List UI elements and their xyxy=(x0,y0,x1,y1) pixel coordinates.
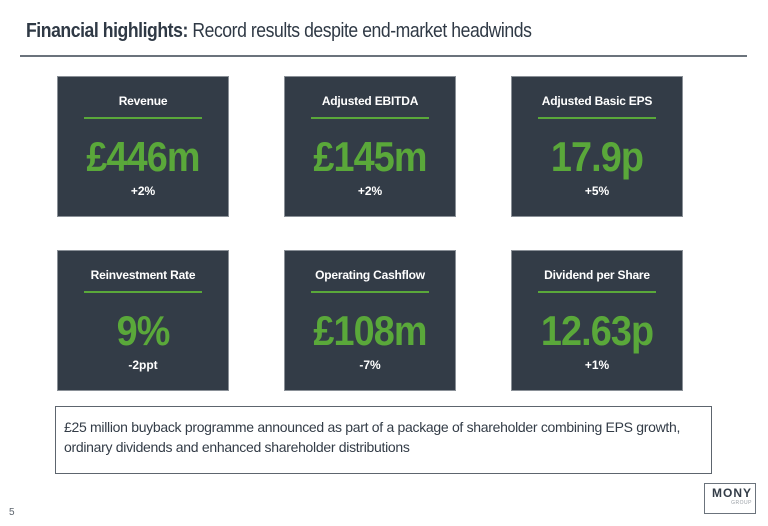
kpi-value: £108m xyxy=(313,307,427,354)
buyback-note: £25 million buyback programme announced … xyxy=(55,406,712,474)
kpi-label: Reinvestment Rate xyxy=(90,268,196,282)
page-title: Financial highlights: Record results des… xyxy=(26,20,532,43)
kpi-change: +2% xyxy=(130,184,156,198)
logo-subtitle: GROUP xyxy=(731,500,752,506)
kpi-label: Adjusted Basic EPS xyxy=(541,94,653,108)
title-divider xyxy=(20,55,747,57)
kpi-change: +5% xyxy=(584,184,610,198)
kpi-card-adjusted-basic-eps: Adjusted Basic EPS 17.9p +5% xyxy=(511,76,683,217)
kpi-divider xyxy=(84,117,202,119)
kpi-card-adjusted-ebitda: Adjusted EBITDA £145m +2% xyxy=(284,76,456,217)
kpi-value: 17.9p xyxy=(550,133,644,180)
kpi-value: 9% xyxy=(116,307,171,354)
kpi-divider xyxy=(311,291,429,293)
kpi-change: -7% xyxy=(359,358,381,372)
kpi-card-reinvestment-rate: Reinvestment Rate 9% -2ppt xyxy=(57,250,229,391)
logo-wordmark: MONY xyxy=(712,486,752,500)
kpi-value: 12.63p xyxy=(540,307,654,354)
kpi-divider xyxy=(84,291,202,293)
page-title-rest: Record results despite end-market headwi… xyxy=(187,20,532,42)
kpi-change: +1% xyxy=(584,358,610,372)
kpi-card-revenue: Revenue £446m +2% xyxy=(57,76,229,217)
kpi-divider xyxy=(538,117,656,119)
kpi-label: Operating Cashflow xyxy=(315,268,425,282)
page-title-bold: Financial highlights: xyxy=(26,20,188,42)
page-number: 5 xyxy=(9,507,15,518)
kpi-label: Dividend per Share xyxy=(544,268,650,282)
kpi-card-operating-cashflow: Operating Cashflow £108m -7% xyxy=(284,250,456,391)
kpi-divider xyxy=(538,291,656,293)
kpi-value: £145m xyxy=(313,133,427,180)
kpi-card-dividend-per-share: Dividend per Share 12.63p +1% xyxy=(511,250,683,391)
kpi-label: Revenue xyxy=(118,94,168,108)
mony-group-logo: MONY GROUP xyxy=(704,483,756,514)
kpi-change: +2% xyxy=(357,184,383,198)
kpi-label: Adjusted EBITDA xyxy=(321,94,419,108)
kpi-change: -2ppt xyxy=(128,358,158,372)
kpi-value: £446m xyxy=(86,133,200,180)
kpi-divider xyxy=(311,117,429,119)
